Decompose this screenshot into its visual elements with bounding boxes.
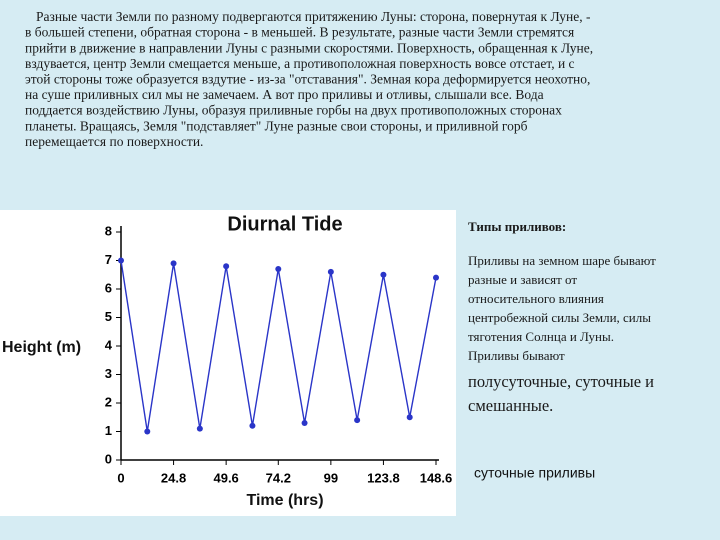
x-tick-label: 49.6 (213, 470, 238, 485)
data-point (301, 419, 308, 426)
side-body-line: Приливы бывают (468, 348, 565, 363)
chart-panel (0, 210, 456, 516)
data-point (144, 428, 151, 435)
x-tick-label: 123.8 (367, 470, 400, 485)
x-axis-label: Time (hrs) (246, 492, 323, 509)
y-tick-label: 8 (105, 223, 112, 238)
paragraph-line: поддается воздействию Луны, образуя прил… (25, 103, 562, 118)
x-tick-label: 99 (324, 470, 338, 485)
data-point (223, 263, 230, 270)
y-tick-label: 2 (105, 394, 112, 409)
data-point (118, 257, 124, 264)
chart-title: Diurnal Tide (227, 213, 342, 235)
x-tick-label: 148.6 (420, 470, 453, 485)
x-tick-label: 74.2 (266, 470, 291, 485)
side-body-line: Приливы на земном шаре бывают (468, 253, 656, 268)
y-tick-label: 7 (105, 252, 112, 267)
y-tick-label: 6 (105, 280, 112, 295)
paragraph-line: прийти в движение в направлении Луны с р… (25, 40, 593, 55)
side-body-line: относительного влияния (468, 291, 604, 306)
data-point (380, 271, 387, 278)
y-axis-label: Height (m) (2, 339, 81, 356)
paragraph-line: планеты. Вращаясь, Земля "подставляет" Л… (25, 118, 528, 133)
data-point (433, 274, 439, 281)
data-point (354, 417, 361, 424)
data-point (327, 268, 334, 275)
caption: суточные приливы (474, 465, 595, 481)
data-point (249, 422, 256, 429)
y-tick-label: 5 (105, 309, 112, 324)
paragraph-line: перемещается по поверхности. (25, 134, 203, 149)
side-types-line: полусуточные, суточные и (468, 372, 654, 391)
data-point (275, 266, 282, 273)
x-tick-label: 24.8 (161, 470, 186, 485)
side-heading: Типы приливов: (468, 219, 566, 234)
paragraph-line: Разные части Земли по разному подвергают… (36, 9, 591, 24)
data-point (406, 414, 413, 421)
chart: Diurnal Tide Height (m) Time (hrs) 0 1 2 3 4… (2, 213, 452, 509)
data-point (170, 260, 177, 267)
paragraph-line: на суше приливных сил мы не замечаем. А … (25, 87, 544, 102)
paragraph-line: в большей степени, обратная сторона - в … (25, 25, 574, 40)
side-body-line: разные и зависят от (468, 272, 577, 287)
y-tick-label: 0 (105, 451, 112, 466)
side-body-line: тяготения Солнца и Луны. (468, 329, 614, 344)
y-tick-label: 4 (105, 337, 113, 352)
side-types-line: смешанные. (468, 396, 553, 415)
paragraph-line: этой стороны тоже образуется вздутие - и… (25, 71, 590, 86)
data-point (196, 425, 203, 432)
paragraph-line: вздувается, центр Земли смещается меньше… (25, 56, 575, 71)
side-body-line: центробежной силы Земли, силы (468, 310, 651, 325)
y-tick-label: 1 (105, 423, 112, 438)
y-tick-label: 3 (105, 366, 112, 381)
x-tick-label: 0 (117, 470, 124, 485)
